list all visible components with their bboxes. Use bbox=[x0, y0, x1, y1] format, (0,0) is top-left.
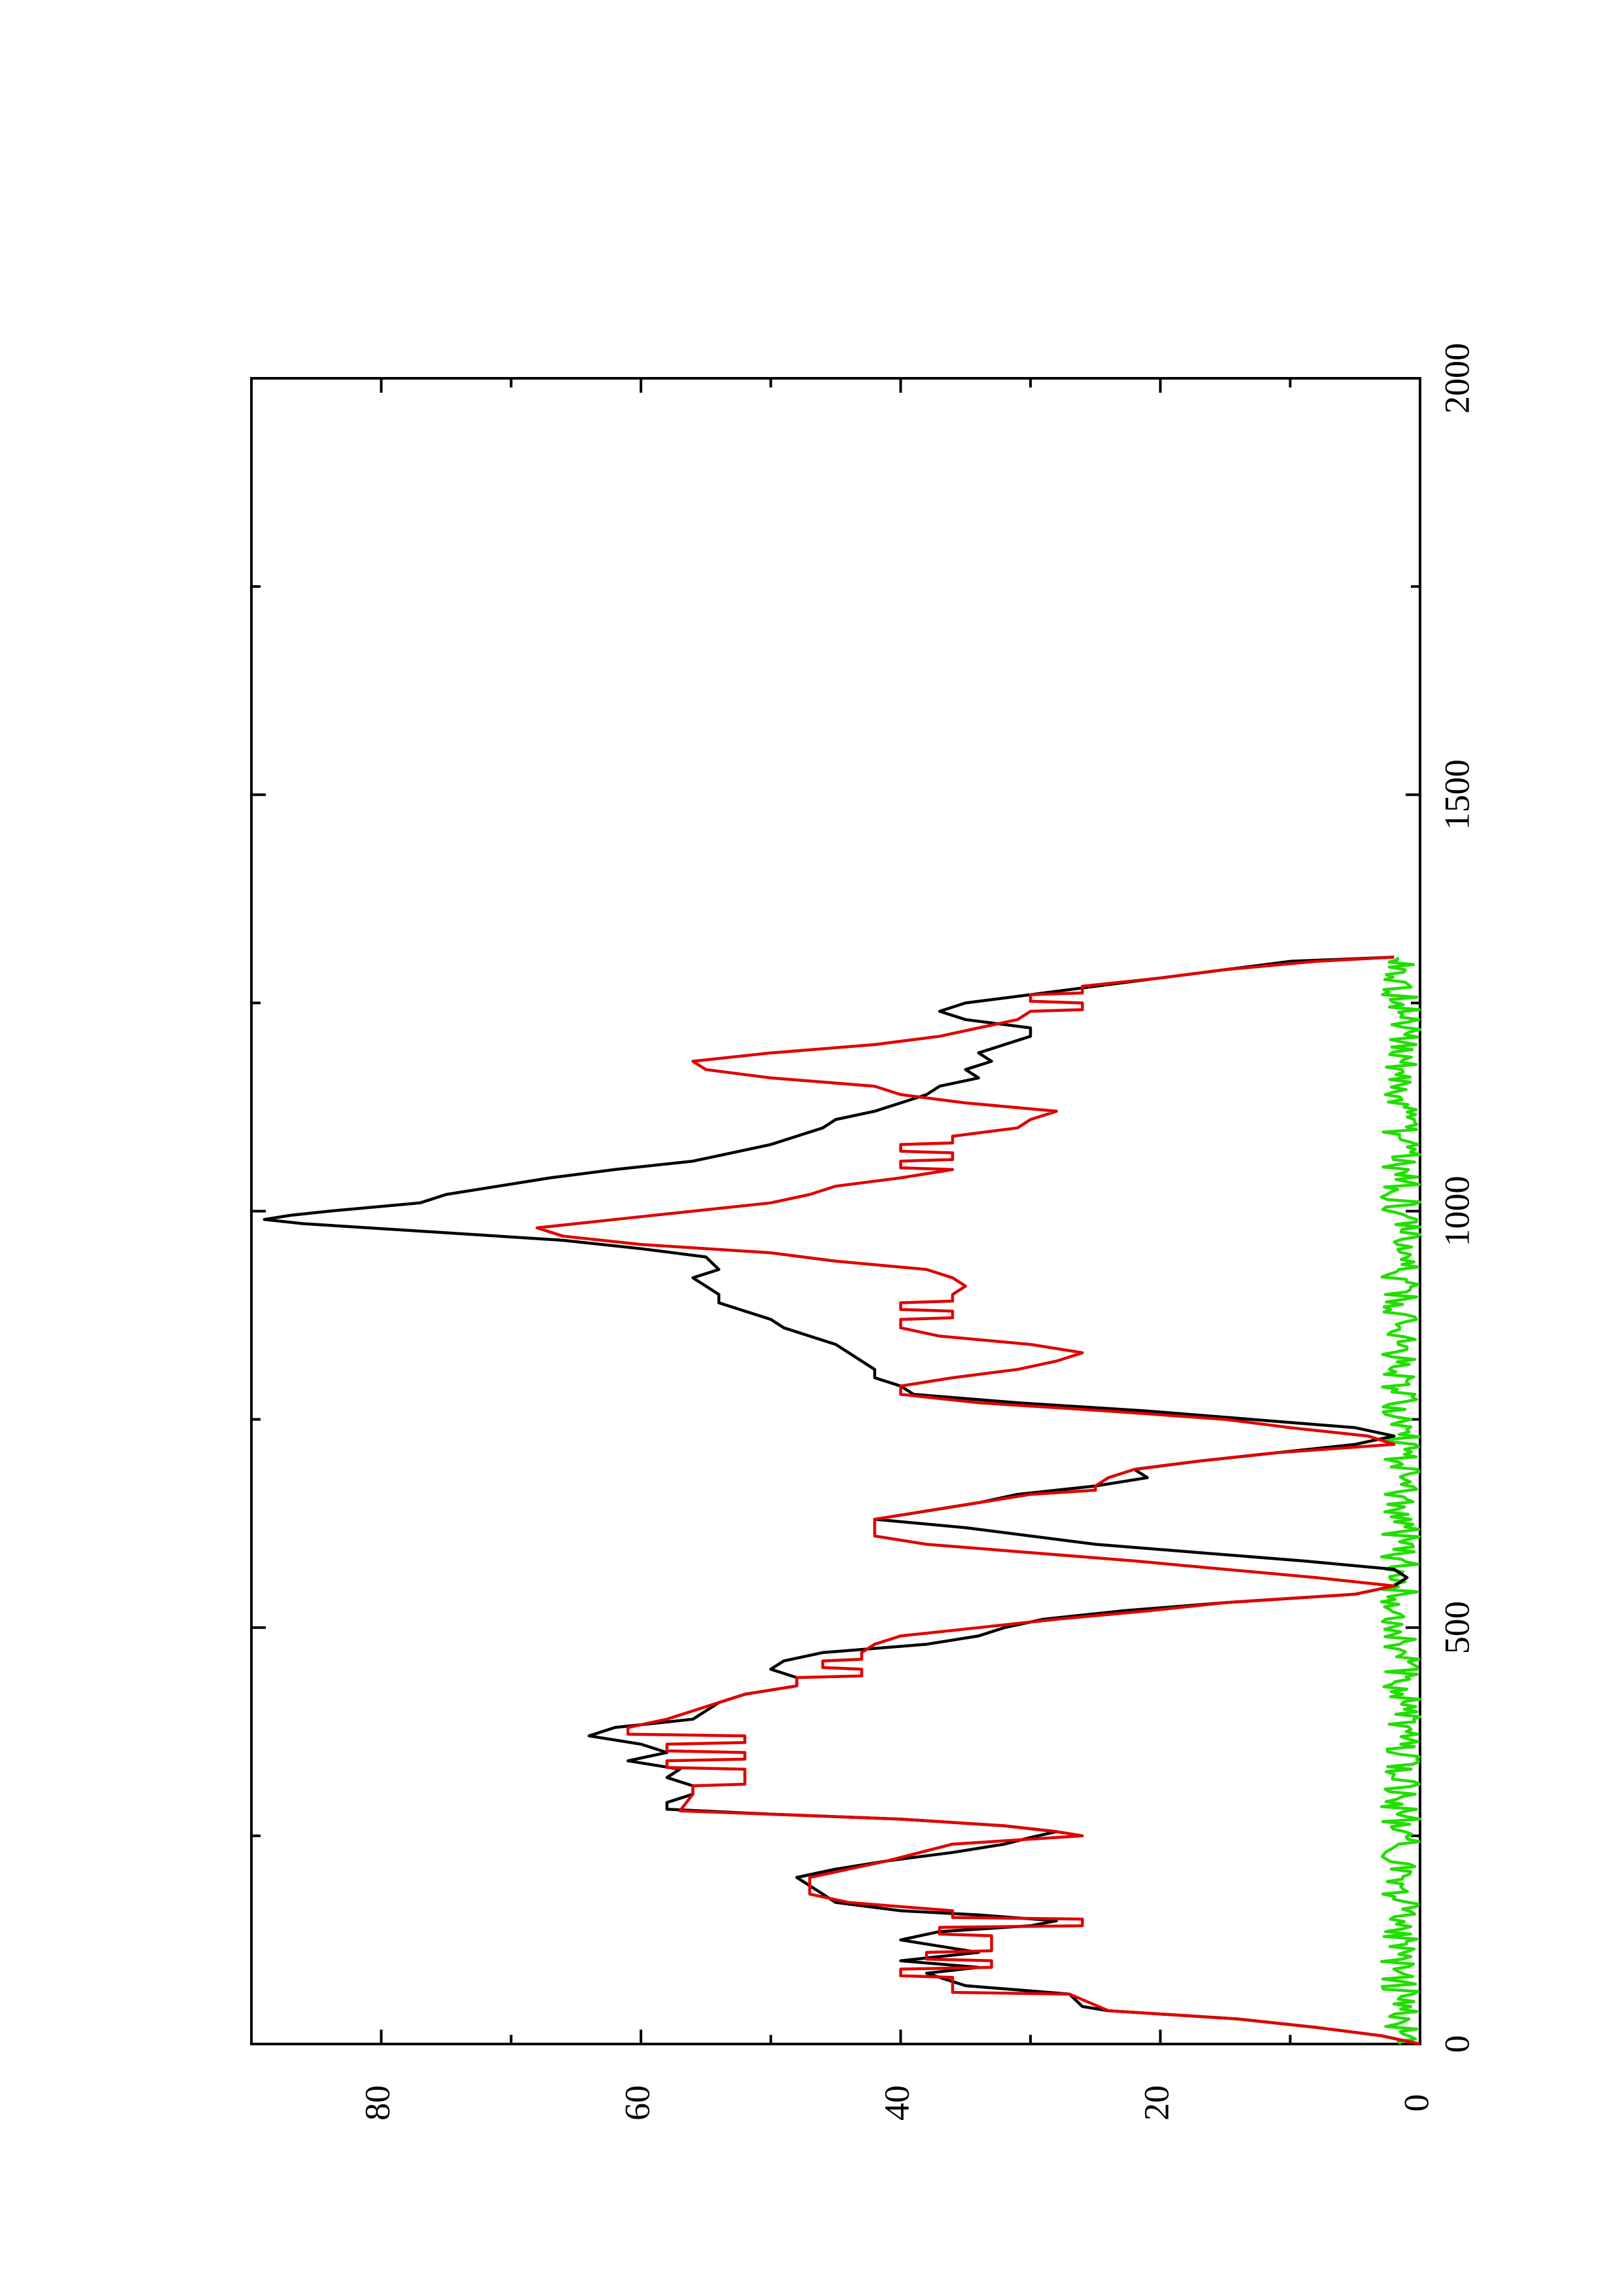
x-tick-label: 0 bbox=[1437, 2036, 1476, 2053]
tick-labels: 0 500 1000 1500 2000 0 20 40 60 80 bbox=[358, 343, 1477, 2121]
y-tick-label: 40 bbox=[877, 2085, 917, 2121]
series-lines bbox=[263, 956, 1422, 2046]
red-series-line bbox=[536, 956, 1421, 2046]
x-tick-label: 500 bbox=[1437, 1601, 1476, 1654]
plot-frame bbox=[250, 377, 1421, 2045]
y-tick-label: 60 bbox=[617, 2085, 657, 2121]
axis-ticks bbox=[251, 377, 1421, 2045]
green-series-line bbox=[1379, 956, 1422, 2045]
y-tick-label: 20 bbox=[1137, 2085, 1176, 2121]
black-series-line bbox=[263, 956, 1421, 2046]
x-tick-label: 1000 bbox=[1437, 1176, 1476, 1247]
x-tick-label: 2000 bbox=[1437, 343, 1476, 414]
x-tick-label: 1500 bbox=[1437, 759, 1476, 830]
y-tick-label: 80 bbox=[358, 2085, 397, 2121]
y-tick-label: 0 bbox=[1396, 2094, 1436, 2112]
